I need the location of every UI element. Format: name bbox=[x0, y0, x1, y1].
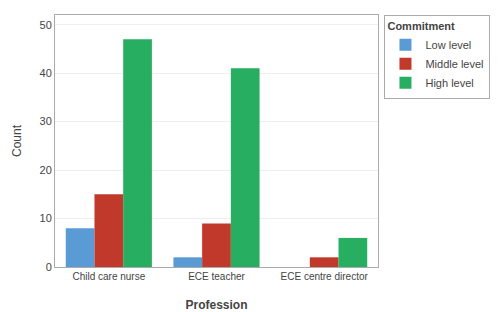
svg-text:High level: High level bbox=[425, 77, 473, 89]
svg-text:30: 30 bbox=[40, 115, 52, 127]
svg-text:20: 20 bbox=[40, 164, 52, 176]
svg-text:40: 40 bbox=[40, 67, 52, 79]
svg-text:10: 10 bbox=[40, 212, 52, 224]
svg-text:ECE teacher: ECE teacher bbox=[188, 271, 245, 282]
svg-text:0: 0 bbox=[46, 261, 52, 273]
svg-text:ECE centre director: ECE centre director bbox=[281, 271, 369, 282]
svg-text:Middle level: Middle level bbox=[425, 58, 483, 70]
svg-text:Profession: Profession bbox=[185, 298, 247, 312]
svg-text:Count: Count bbox=[10, 124, 24, 157]
svg-text:50: 50 bbox=[40, 19, 52, 31]
svg-text:Child care nurse: Child care nurse bbox=[72, 271, 145, 282]
svg-text:Commitment: Commitment bbox=[387, 20, 455, 32]
svg-text:Low level: Low level bbox=[425, 39, 471, 51]
